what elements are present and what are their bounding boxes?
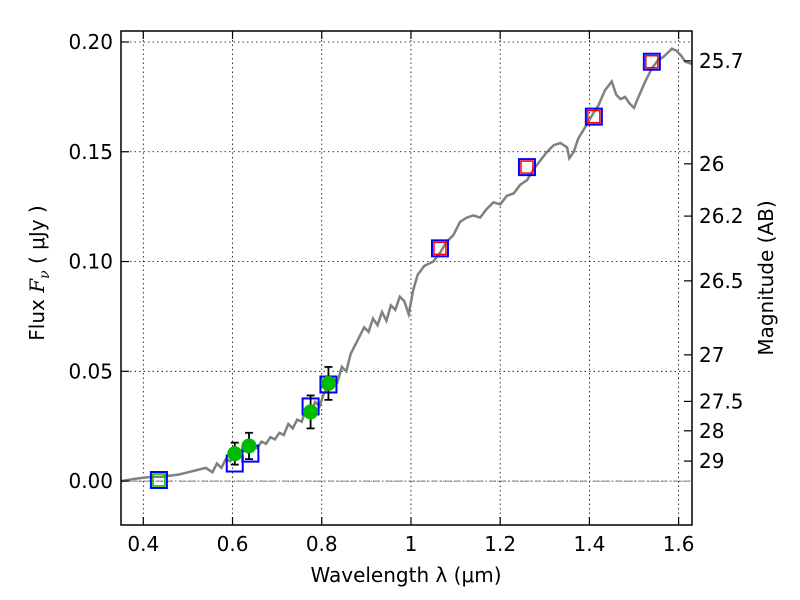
right-tick-label: 26.2	[699, 204, 744, 228]
y-axis-ticks: 0.00 0.05 0.10 0.15 0.20	[68, 30, 129, 493]
model-phot-square-green	[152, 473, 166, 487]
photometry-point	[303, 404, 319, 420]
x-tick-label: 1.2	[484, 532, 516, 556]
right-tick-label: 26	[699, 152, 724, 176]
y-tick-label: 0.15	[68, 140, 113, 164]
photometry-point	[320, 375, 336, 391]
x-tick-label: 1	[405, 532, 418, 556]
model-phot-square-blue	[584, 107, 603, 126]
y-axis-label-left: Flux Fν ( μJy )	[25, 205, 53, 340]
x-tick-label: 1.6	[663, 532, 695, 556]
data-marks	[149, 52, 661, 489]
grid	[121, 31, 692, 525]
right-tick-label: 26.5	[699, 269, 744, 293]
x-axis-label: Wavelength λ (μm)	[310, 563, 501, 587]
right-axis-ticks: 25.7 26 26.2 26.5 27 27.5 28 29	[684, 49, 744, 473]
model-phot-square-blue	[517, 158, 536, 177]
right-tick-label: 27.5	[699, 389, 744, 413]
photometry-point	[227, 446, 243, 462]
model-spectrum-line	[120, 47, 693, 483]
plot-frame	[120, 30, 693, 526]
x-tick-label: 0.4	[127, 532, 159, 556]
right-tick-label: 25.7	[699, 49, 744, 73]
y-tick-label: 0.20	[68, 30, 113, 54]
y-tick-label: 0.00	[68, 469, 113, 493]
y-label-prefix: Flux	[25, 293, 49, 341]
model-phot-square-red	[520, 160, 534, 174]
y-tick-label: 0.05	[68, 359, 113, 383]
model-phot-square-red	[433, 241, 447, 256]
model-phot-square-blue	[430, 239, 449, 258]
y-tick-label: 0.10	[68, 250, 113, 274]
y-axis-label-right: Magnitude (AB)	[754, 200, 778, 355]
y-label-unit: ( μJy )	[25, 205, 49, 270]
model-phot-square-red	[587, 109, 601, 124]
x-axis-ticks: 0.4 0.6 0.8 1 1.2 1.4 1.6	[127, 31, 695, 556]
right-tick-label: 27	[699, 343, 724, 367]
right-tick-label: 28	[699, 419, 724, 443]
x-tick-label: 0.8	[306, 532, 338, 556]
y-label-subscript: ν	[37, 270, 53, 279]
x-tick-label: 1.4	[573, 532, 605, 556]
model-phot-square-blue	[642, 52, 661, 71]
model-phot-square-red	[645, 54, 659, 69]
y-label-symbol: F	[25, 278, 49, 294]
x-tick-label: 0.6	[217, 532, 249, 556]
model-phot-square-blue	[149, 470, 168, 489]
photometry-point	[241, 438, 257, 454]
right-tick-label: 29	[699, 449, 724, 473]
